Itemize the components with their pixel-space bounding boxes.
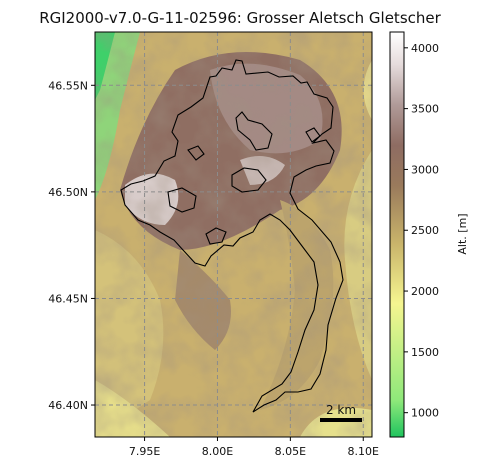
x-tick-label: 8.00E	[202, 445, 233, 458]
nunatak-south	[205, 227, 227, 245]
colorbar-tick-label: 4000	[411, 42, 439, 55]
nunatak-northeast	[305, 127, 321, 143]
elevation-map: 2 km	[95, 32, 372, 437]
y-axis: 46.40N 46.45N 46.50N 46.55N	[48, 79, 95, 412]
colorbar-tick-label: 2000	[411, 285, 439, 298]
colorbar-tick-label: 1500	[411, 346, 439, 359]
glacier-outline	[120, 59, 344, 413]
y-tick-label: 46.55N	[48, 79, 88, 92]
colorbar	[389, 31, 405, 438]
x-axis: 7.95E 8.00E 8.05E 8.10E	[129, 437, 379, 458]
colorbar-tick-label: 3500	[411, 103, 439, 116]
colorbar-label: Alt. [m]	[456, 213, 469, 254]
y-tick-label: 46.45N	[48, 292, 88, 305]
nunatak-central	[231, 167, 267, 193]
colorbar-tick-label: 3000	[411, 163, 439, 176]
terrain-texture	[95, 32, 372, 437]
x-tick-label: 8.05E	[275, 445, 306, 458]
scale-bar-label: 2 km	[326, 403, 356, 417]
nunatak-west	[167, 187, 197, 213]
x-tick-label: 7.95E	[129, 445, 160, 458]
x-tick-label: 8.10E	[348, 445, 379, 458]
colorbar-tick-label: 1000	[411, 407, 439, 420]
graticule	[95, 32, 372, 437]
nunatak-north	[235, 111, 273, 151]
map-frame	[94, 31, 373, 438]
colorbar-axis: 1000 1500 2000 2500 3000 3500 4000	[404, 42, 439, 420]
y-tick-label: 46.40N	[48, 399, 88, 412]
nunatak-northwest	[187, 145, 205, 161]
map-title: RGI2000-v7.0-G-11-02596: Grosser Aletsch…	[39, 9, 441, 27]
colorbar-tick-label: 2500	[411, 224, 439, 237]
y-tick-label: 46.50N	[48, 186, 88, 199]
